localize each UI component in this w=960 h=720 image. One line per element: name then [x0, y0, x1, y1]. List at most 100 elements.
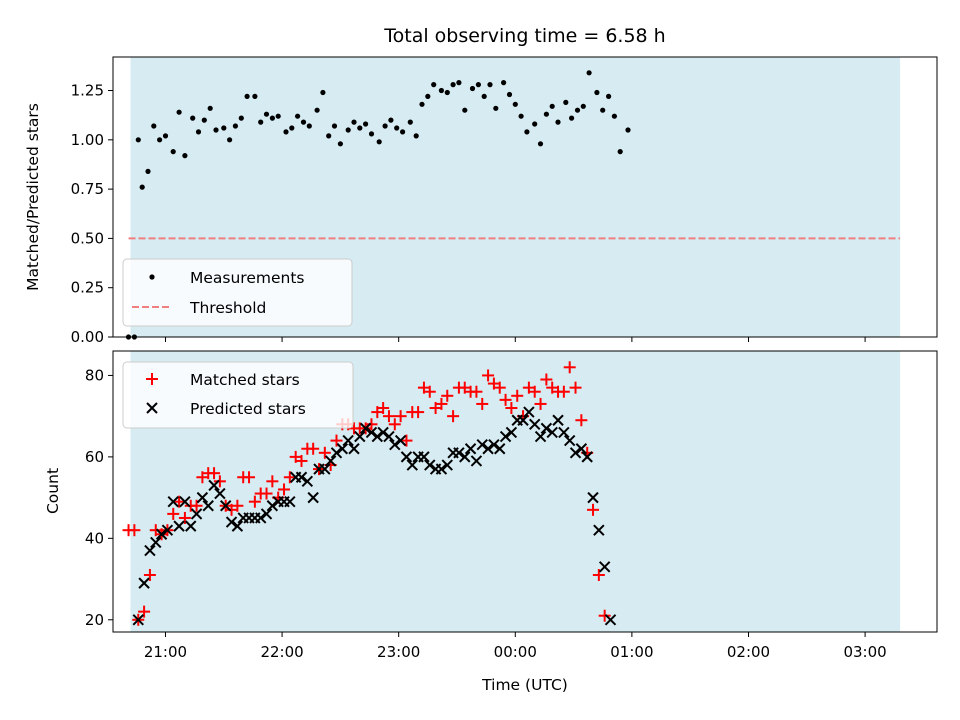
- predicted-star-point: [517, 414, 529, 426]
- predicted-star-point: [196, 491, 209, 504]
- predicted-star-point: [563, 434, 576, 447]
- measurement-point: [227, 137, 233, 143]
- predicted-star-point: [464, 443, 477, 455]
- y-tick-label: 40: [85, 529, 104, 547]
- measurement-point: [481, 93, 487, 99]
- legend-predicted-label: Predicted stars: [190, 400, 306, 418]
- predicted-star-point: [208, 479, 220, 492]
- predicted-star-point: [476, 438, 488, 451]
- ratio-y-axis-label: Matched/Predicted stars: [24, 103, 42, 291]
- predicted-star-point: [534, 430, 547, 443]
- measurement-point: [201, 117, 207, 123]
- matched-star-point: [248, 495, 261, 508]
- x-tick-label: 21:00: [144, 643, 187, 661]
- predicted-star-point: [383, 430, 395, 443]
- predicted-star-point: [569, 447, 582, 459]
- legend-predicted-marker: [146, 402, 158, 414]
- measurement-point: [586, 70, 592, 76]
- matched-star-point: [173, 495, 186, 508]
- x-axis-label: Time (UTC): [481, 676, 568, 694]
- measurement-point: [190, 115, 196, 121]
- predicted-star-point: [295, 471, 308, 483]
- measurement-point: [351, 119, 357, 125]
- measurement-point: [314, 107, 320, 113]
- measurement-point: [600, 107, 606, 113]
- predicted-star-point: [202, 500, 214, 512]
- measurement-point: [269, 115, 275, 121]
- measurement-point: [157, 137, 163, 143]
- predicted-star-point: [499, 430, 512, 443]
- predicted-star-point: [319, 463, 331, 475]
- matched-star-point: [476, 397, 489, 410]
- measurement-point: [487, 82, 493, 88]
- predicted-star-point: [575, 443, 588, 455]
- matched-star-point: [511, 389, 524, 402]
- predicted-star-point: [266, 500, 279, 512]
- predicted-star-point: [523, 406, 535, 418]
- y-tick-label: 1.25: [71, 82, 104, 100]
- matched-star-point: [505, 402, 518, 415]
- measurement-point: [232, 123, 238, 129]
- predicted-star-point: [587, 491, 599, 504]
- measurement-point: [431, 82, 437, 88]
- predicted-star-point: [167, 495, 179, 508]
- predicted-star-point: [441, 459, 453, 471]
- y-tick-label: 1.00: [71, 131, 104, 149]
- ratio-panel: Total observing time = 6.58 h 0.00 0.25 0.…: [24, 25, 938, 346]
- measurement-point: [357, 125, 363, 131]
- predicted-star-point: [394, 434, 407, 447]
- measurement-point: [195, 129, 202, 135]
- y-tick-label: 0.75: [71, 180, 104, 198]
- predicted-star-point: [190, 508, 203, 520]
- matched-star-point: [482, 369, 495, 382]
- measurement-point: [506, 91, 513, 98]
- predicted-star-point: [231, 520, 244, 532]
- predicted-star-point: [348, 443, 360, 455]
- measurement-point: [574, 107, 581, 113]
- measurement-point: [275, 113, 281, 119]
- matched-star-point: [598, 609, 611, 622]
- measurement-point: [244, 93, 250, 99]
- matched-star-point: [423, 385, 436, 398]
- measurement-point: [563, 99, 569, 105]
- predicted-star-point: [435, 463, 448, 475]
- predicted-star-point: [150, 536, 162, 549]
- measurement-point: [617, 149, 623, 155]
- x-tick-label: 02:00: [727, 643, 770, 661]
- measurement-point: [425, 93, 431, 99]
- predicted-star-point: [336, 443, 349, 455]
- matched-star-point: [190, 499, 203, 512]
- matched-star-point: [493, 381, 506, 394]
- measurement-point: [450, 82, 456, 88]
- predicted-star-point: [342, 434, 354, 447]
- matched-star-point: [295, 454, 308, 467]
- count-y-axis-label: Count: [44, 468, 62, 514]
- measurement-point: [594, 89, 600, 96]
- measurement-point: [176, 109, 182, 115]
- matched-star-point: [569, 381, 582, 394]
- matched-star-point: [266, 475, 279, 488]
- measurement-point: [524, 129, 530, 135]
- measurement-point: [283, 129, 289, 135]
- measurement-point: [407, 119, 413, 125]
- measurement-point: [295, 113, 301, 119]
- predicted-star-point: [505, 426, 518, 439]
- predicted-star-point: [581, 451, 593, 463]
- measurement-point: [368, 131, 375, 137]
- matched-star-point: [307, 442, 320, 455]
- matched-star-point: [243, 471, 256, 484]
- predicted-star-point: [359, 422, 372, 435]
- matched-star-point: [447, 410, 460, 423]
- measurement-point: [419, 101, 425, 107]
- measurement-point: [252, 93, 258, 99]
- predicted-star-point: [214, 487, 226, 500]
- predicted-star-point: [453, 447, 465, 459]
- measurement-point: [543, 111, 550, 117]
- measurement-point: [221, 125, 227, 131]
- predicted-star-point: [132, 614, 144, 626]
- predicted-star-point: [260, 508, 273, 520]
- matched-star-point: [388, 418, 401, 431]
- matched-star-point: [208, 467, 221, 480]
- matched-star-point: [167, 507, 180, 520]
